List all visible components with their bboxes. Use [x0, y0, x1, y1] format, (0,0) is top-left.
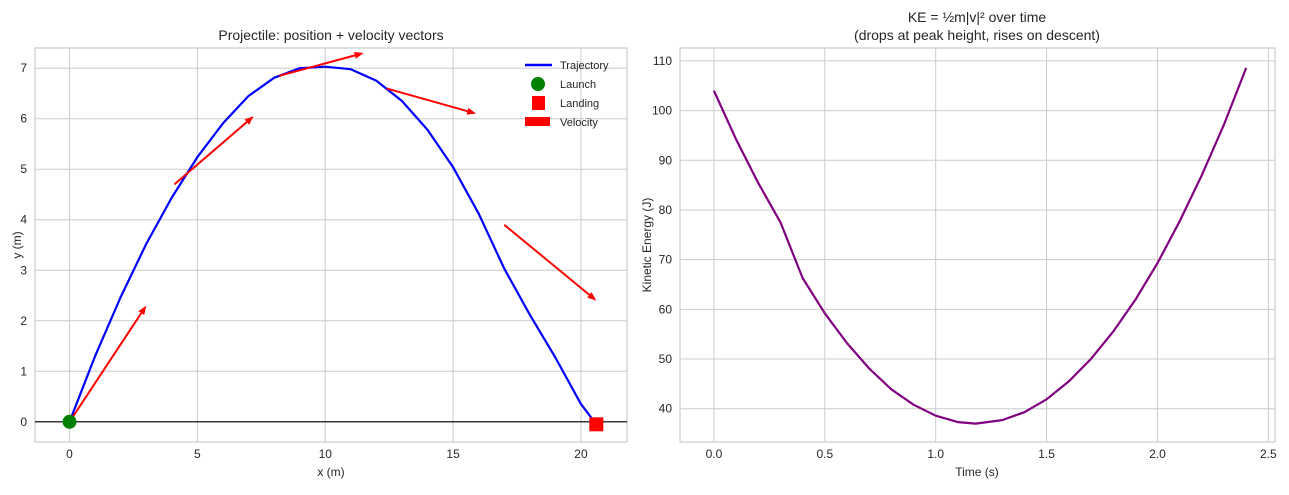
- legend-label: Launch: [560, 79, 596, 91]
- y-axis-label: y (m): [10, 231, 24, 258]
- y-tick-label: 4: [20, 213, 27, 227]
- x-axis-label: Time (s): [955, 465, 999, 479]
- x-tick-label: 2.0: [1149, 447, 1166, 461]
- x-tick-label: 20: [574, 447, 588, 461]
- legend-landing-swatch: [532, 96, 545, 110]
- x-tick-label: 1.0: [927, 447, 944, 461]
- velocity-arrow: [386, 87, 468, 113]
- y-tick-label: 3: [20, 263, 27, 277]
- trajectory-chart: Projectile: position + velocity vectors …: [10, 27, 628, 479]
- velocity-arrowhead: [138, 305, 147, 316]
- velocity-arrow: [278, 54, 356, 77]
- legend-label: Velocity: [560, 117, 598, 129]
- kinetic-energy-line: [712, 67, 1248, 425]
- y-tick-label: 80: [659, 203, 673, 217]
- x-axis-label: x (m): [317, 465, 344, 479]
- velocity-arrowhead: [354, 52, 364, 59]
- landing-marker: [589, 417, 604, 432]
- x-tick-label: 0.0: [706, 447, 723, 461]
- legend-launch-swatch: [531, 77, 545, 91]
- x-tick-label: 2.5: [1260, 447, 1277, 461]
- velocity-arrow: [173, 121, 248, 186]
- legend: Trajectory Launch Landing Velocity: [525, 60, 609, 129]
- x-tick-label: 0.5: [816, 447, 833, 461]
- x-tick-label: 0: [66, 447, 73, 461]
- y-tick-label: 90: [659, 153, 673, 167]
- y-tick-label: 60: [659, 302, 673, 316]
- velocity-arrowhead: [466, 107, 477, 115]
- y-tick-label: 110: [653, 54, 672, 68]
- y-tick-label: 6: [20, 112, 27, 126]
- x-tick-label: 1.5: [1038, 447, 1055, 461]
- chart-subtitle: (drops at peak height, rises on descent): [854, 27, 1100, 43]
- y-tick-label: 100: [652, 104, 672, 118]
- velocity-arrowhead: [244, 116, 254, 125]
- launch-marker: [62, 414, 77, 429]
- kinetic-energy-chart: KE = ½m|v|² over time (drops at peak hei…: [640, 9, 1277, 479]
- legend-label: Landing: [560, 98, 599, 110]
- velocity-arrowhead: [587, 292, 597, 301]
- velocity-arrow: [503, 224, 590, 296]
- x-tick-label: 15: [446, 447, 460, 461]
- chart-title: KE = ½m|v|² over time: [908, 9, 1047, 25]
- chart-title: Projectile: position + velocity vectors: [218, 27, 443, 43]
- velocity-arrow: [68, 312, 143, 423]
- y-axis-label: Kinetic Energy (J): [640, 198, 654, 293]
- y-tick-label: 7: [20, 61, 27, 75]
- x-tick-label: 5: [194, 447, 201, 461]
- y-tick-label: 70: [659, 253, 673, 267]
- grid: [680, 48, 1275, 442]
- y-tick-label: 5: [20, 162, 27, 176]
- y-tick-label: 40: [659, 402, 673, 416]
- trajectory-line: [68, 65, 598, 425]
- y-tick-label: 0: [20, 415, 27, 429]
- axes-frame: [679, 47, 1276, 443]
- axes-frame: [34, 47, 628, 443]
- legend-velocity-swatch: [525, 117, 550, 126]
- y-tick-label: 1: [20, 364, 27, 378]
- y-tick-label: 50: [659, 352, 673, 366]
- legend-label: Trajectory: [560, 60, 609, 72]
- y-tick-label: 2: [20, 314, 27, 328]
- x-tick-label: 10: [319, 447, 333, 461]
